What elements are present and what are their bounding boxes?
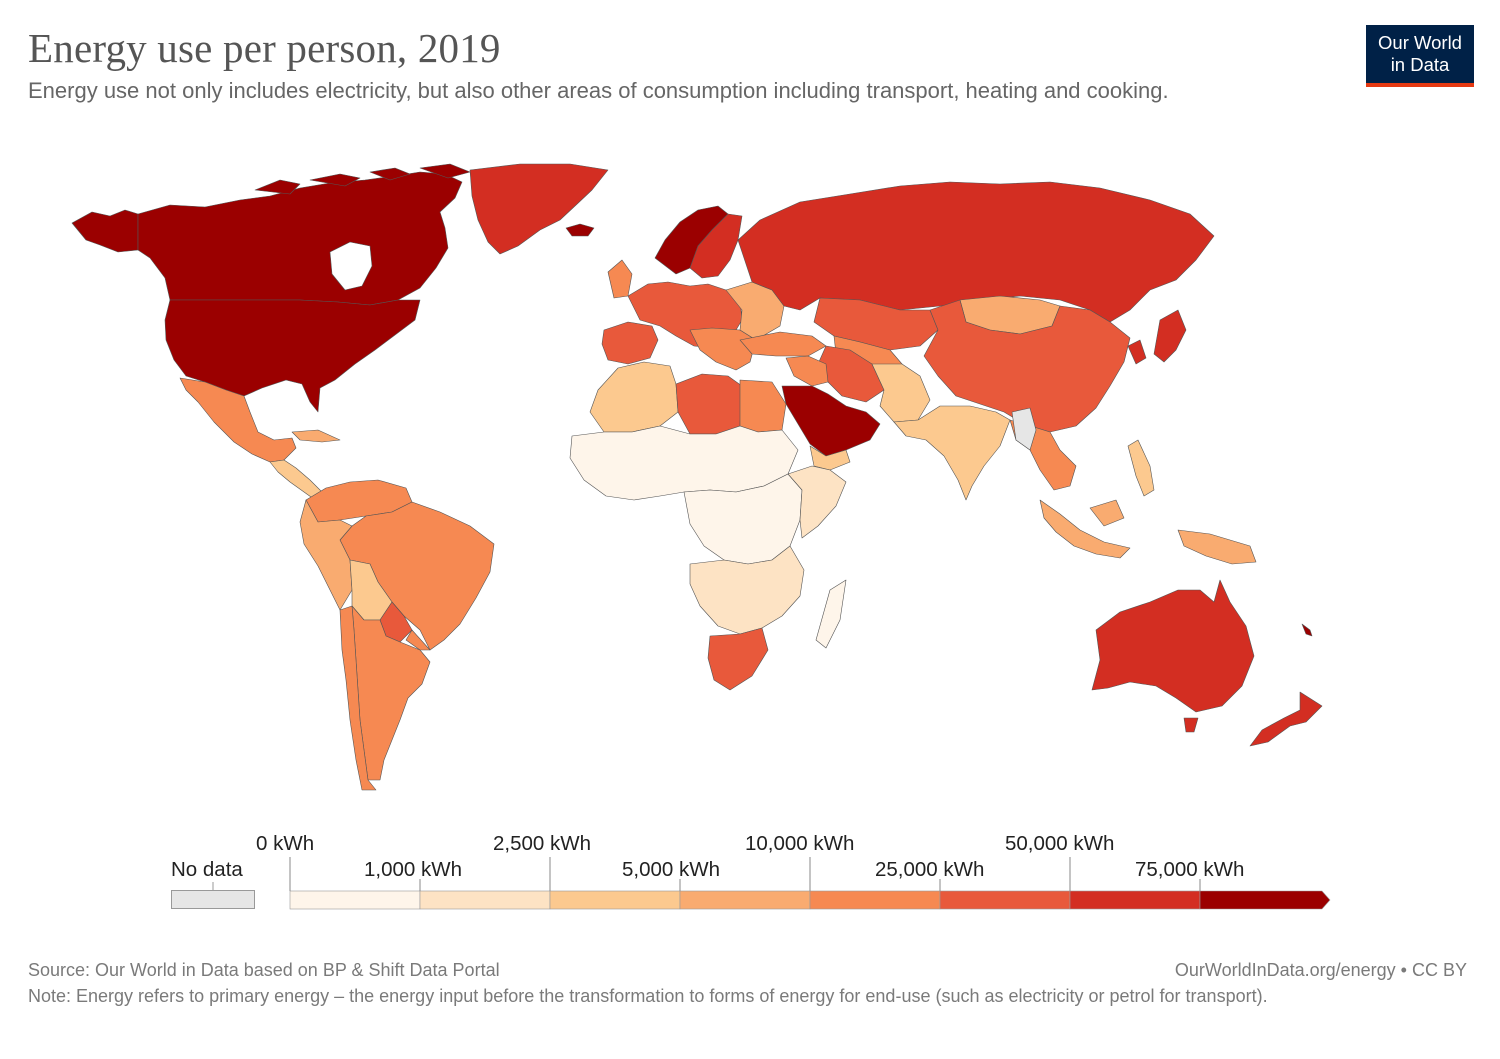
region-east-africa[interactable]	[787, 465, 847, 539]
legend-tick-top-2: 10,000 kWh	[745, 832, 855, 855]
region-russia[interactable]	[737, 181, 1215, 323]
legend-tick-top-3: 50,000 kWh	[1005, 832, 1115, 855]
region-iraq-syria[interactable]	[785, 355, 829, 387]
region-korea-japan[interactable]	[1127, 309, 1187, 365]
chart-subtitle: Energy use not only includes electricity…	[28, 78, 1169, 103]
legend-color-scale[interactable]	[284, 855, 1344, 915]
region-canada-arctic-islands[interactable]	[254, 163, 471, 195]
region-afghanistan-pakistan[interactable]	[871, 363, 931, 423]
region-sweden-finland[interactable]	[689, 213, 743, 279]
region-saudi-arabia[interactable]	[781, 385, 881, 457]
region-egypt[interactable]	[739, 379, 787, 433]
region-north-africa-west[interactable]	[589, 361, 679, 433]
region-chile[interactable]	[339, 605, 377, 791]
legend-bin-2[interactable]	[549, 890, 681, 910]
region-iberia[interactable]	[601, 321, 659, 365]
region-alaska[interactable]	[71, 209, 139, 253]
owid-logo[interactable]: Our World in Data	[1366, 25, 1474, 87]
region-southern-africa[interactable]	[689, 545, 805, 635]
region-greenland[interactable]	[469, 163, 609, 255]
region-indonesia[interactable]	[1039, 499, 1257, 565]
logo-line-1: Our World	[1378, 32, 1462, 53]
region-new-caledonia[interactable]	[1301, 623, 1313, 637]
region-philippines[interactable]	[1127, 439, 1155, 497]
logo-line-2: in Data	[1390, 54, 1450, 75]
region-new-zealand[interactable]	[1249, 691, 1323, 747]
region-kazakhstan[interactable]	[813, 297, 939, 351]
legend-bin-6[interactable]	[1069, 890, 1201, 910]
region-uruguay[interactable]	[405, 629, 431, 651]
legend-tick-bottom-2: 25,000 kWh	[875, 858, 985, 881]
region-mexico[interactable]	[179, 377, 297, 463]
region-uk-ireland[interactable]	[607, 259, 633, 299]
region-central-africa[interactable]	[683, 473, 803, 565]
region-algeria-libya[interactable]	[675, 373, 743, 435]
region-myanmar[interactable]	[1011, 407, 1037, 451]
legend-bin-4[interactable]	[809, 890, 941, 910]
world-map[interactable]	[0, 150, 1500, 810]
legend-tick-bottom-1: 5,000 kWh	[622, 858, 720, 881]
region-india[interactable]	[893, 405, 1011, 501]
url-license[interactable]: OurWorldInData.org/energy • CC BY	[1174, 960, 1467, 980]
region-china[interactable]	[923, 299, 1131, 433]
region-madagascar[interactable]	[815, 579, 847, 649]
legend-no-data-swatch[interactable]	[171, 890, 255, 909]
legend-tick-top-1: 2,500 kWh	[493, 832, 591, 855]
region-united-states[interactable]	[164, 299, 421, 413]
region-canada[interactable]	[137, 171, 463, 306]
source-note: Source: Our World in Data based on BP & …	[28, 960, 500, 980]
legend-tick-bottom-3: 75,000 kWh	[1135, 858, 1245, 881]
legend-bin-7[interactable]	[1199, 890, 1331, 910]
legend-bin-5[interactable]	[939, 890, 1071, 910]
legend-tick-bottom-0: 1,000 kWh	[364, 858, 462, 881]
region-south-africa[interactable]	[707, 627, 769, 691]
region-cuba[interactable]	[291, 429, 341, 443]
chart-title: Energy use per person, 2019	[28, 25, 501, 71]
legend-bin-3[interactable]	[679, 890, 811, 910]
region-tasmania[interactable]	[1183, 717, 1199, 733]
legend-bin-0[interactable]	[289, 890, 421, 910]
region-turkey-caucasus[interactable]	[739, 331, 827, 357]
region-yemen[interactable]	[809, 445, 851, 471]
legend-no-data-label: No data	[171, 858, 243, 881]
legend-bin-1[interactable]	[419, 890, 551, 910]
energy-note: Note: Energy refers to primary energy – …	[28, 986, 1268, 1006]
legend-tick-top-0: 0 kWh	[256, 832, 315, 855]
legend-no-data-tick	[212, 882, 214, 890]
region-italy-balkans[interactable]	[689, 327, 757, 371]
region-iceland[interactable]	[565, 223, 595, 237]
region-australia[interactable]	[1091, 579, 1255, 713]
region-hudson-bay[interactable]	[329, 241, 373, 291]
